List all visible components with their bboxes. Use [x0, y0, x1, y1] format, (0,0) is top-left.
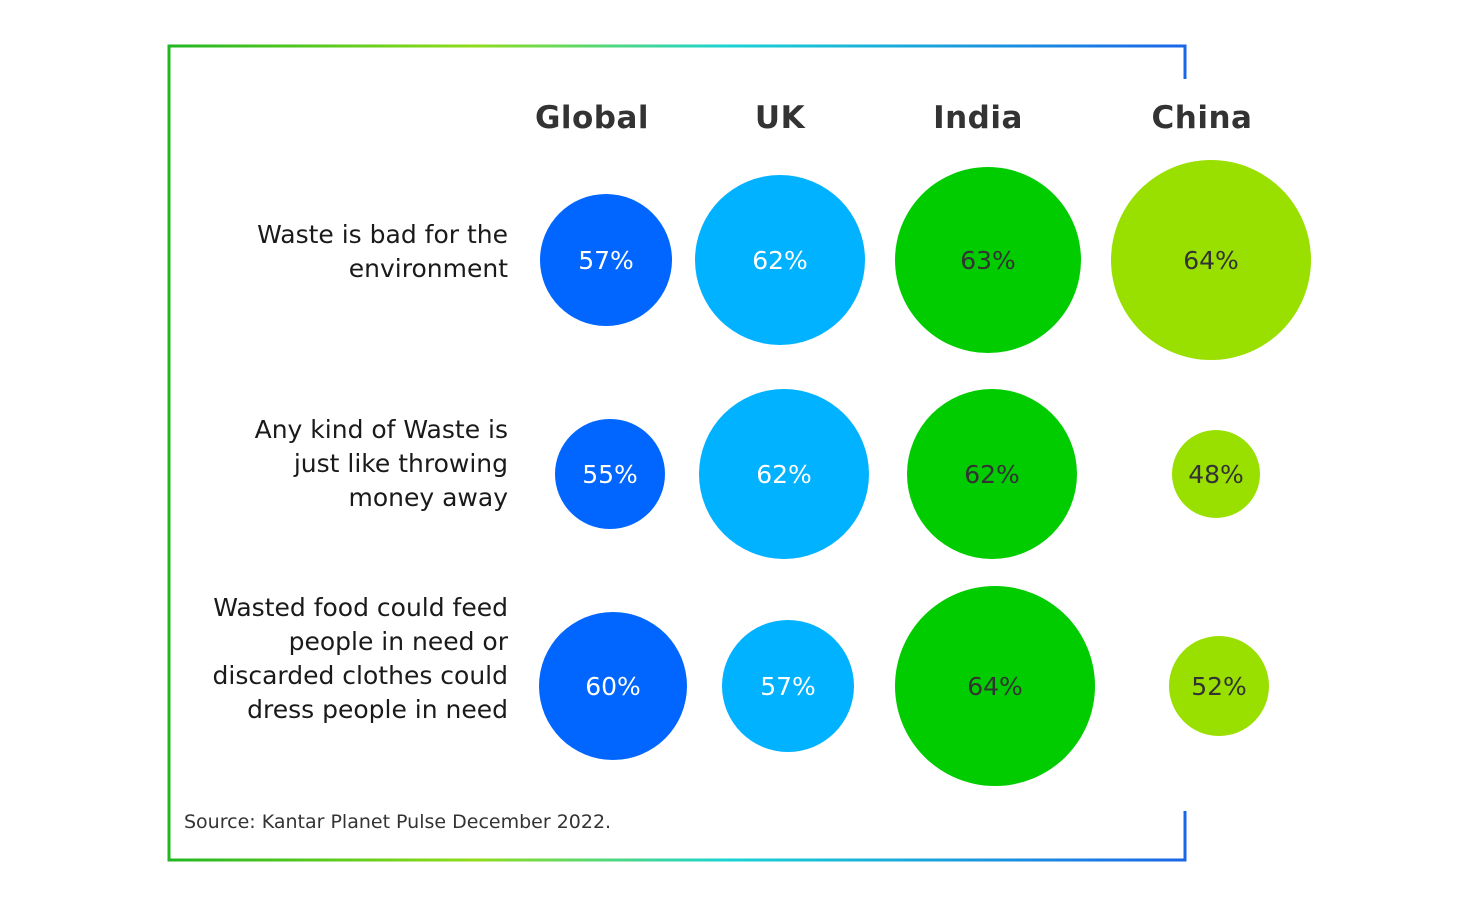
row-label-1: Waste is bad for the environment [188, 218, 508, 286]
bubble-global-row-1 [540, 194, 672, 326]
bubble-uk-row-1 [695, 175, 865, 345]
bubble-global-row-2 [555, 419, 665, 529]
bubble-value-label: 57% [578, 246, 634, 275]
bubble-value-label: 64% [967, 672, 1023, 701]
bubble-india-row-3 [895, 586, 1095, 786]
bubble-value-label: 48% [1188, 460, 1244, 489]
bubble-india-row-1 [895, 167, 1081, 353]
bubble-china-row-1 [1111, 160, 1311, 360]
bubble-value-label: 62% [964, 460, 1020, 489]
bubble-value-label: 64% [1183, 246, 1239, 275]
bubble-value-label: 60% [585, 672, 641, 701]
bubble-uk-row-2 [699, 389, 869, 559]
bubble-value-label: 52% [1191, 672, 1247, 701]
row-label-line: environment [348, 254, 508, 283]
row-label-line: just like throwing [293, 449, 508, 478]
bubble-india-row-2 [907, 389, 1077, 559]
bubble-value-label: 62% [752, 246, 808, 275]
row-label-line: Waste is bad for the [257, 220, 508, 249]
row-label-line: Any kind of Waste is [254, 415, 508, 444]
bubble-china-row-3 [1169, 636, 1269, 736]
column-header-india: India [933, 100, 1023, 136]
row-label-line: discarded clothes could [212, 661, 509, 690]
bubble-uk-row-3 [722, 620, 854, 752]
row-label-3: Wasted food could feed people in need or… [188, 591, 509, 727]
bubble-value-label: 55% [582, 460, 638, 489]
row-label-line: money away [348, 483, 509, 512]
column-header-global: Global [534, 100, 650, 136]
bubble-value-label: 63% [960, 246, 1016, 275]
source-note: Source: Kantar Planet Pulse December 202… [184, 811, 612, 833]
row-label-line: people in need or [288, 627, 508, 656]
bubble-value-label: 57% [760, 672, 816, 701]
column-header-uk: UK [754, 100, 806, 136]
row-label-line: dress people in need [247, 695, 508, 724]
row-label-2: Any kind of Waste is just like throwing … [188, 413, 508, 515]
bubble-china-row-2 [1172, 430, 1260, 518]
column-header-china: China [1151, 100, 1253, 136]
bubble-global-row-3 [539, 612, 687, 760]
row-label-line: Wasted food could feed [213, 593, 508, 622]
bubble-value-label: 62% [756, 460, 812, 489]
